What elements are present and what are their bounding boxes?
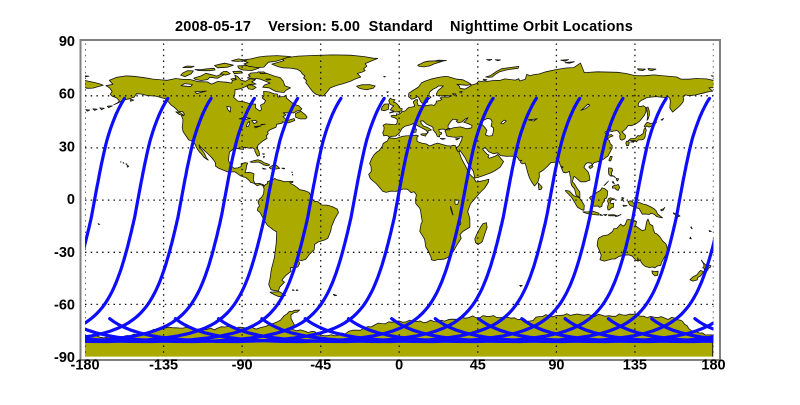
svg-text:0: 0 [395,357,403,373]
svg-text:135: 135 [623,357,647,373]
svg-text:180: 180 [701,357,725,373]
svg-text:-180: -180 [70,357,99,373]
svg-text:-135: -135 [149,357,178,373]
svg-text:90: 90 [59,34,75,50]
svg-text:-90: -90 [54,350,75,366]
svg-text:60: 60 [59,87,75,103]
svg-text:-30: -30 [54,245,75,261]
svg-text:-90: -90 [232,357,253,373]
svg-text:-60: -60 [54,298,75,314]
svg-text:2008-05-17 Version: 5.00 S: 2008-05-17 Version: 5.00 Standard Nightt… [175,19,633,35]
svg-text:30: 30 [59,139,75,155]
svg-text:-45: -45 [310,357,331,373]
svg-text:0: 0 [67,192,75,208]
svg-text:90: 90 [548,357,564,373]
svg-text:45: 45 [470,357,486,373]
